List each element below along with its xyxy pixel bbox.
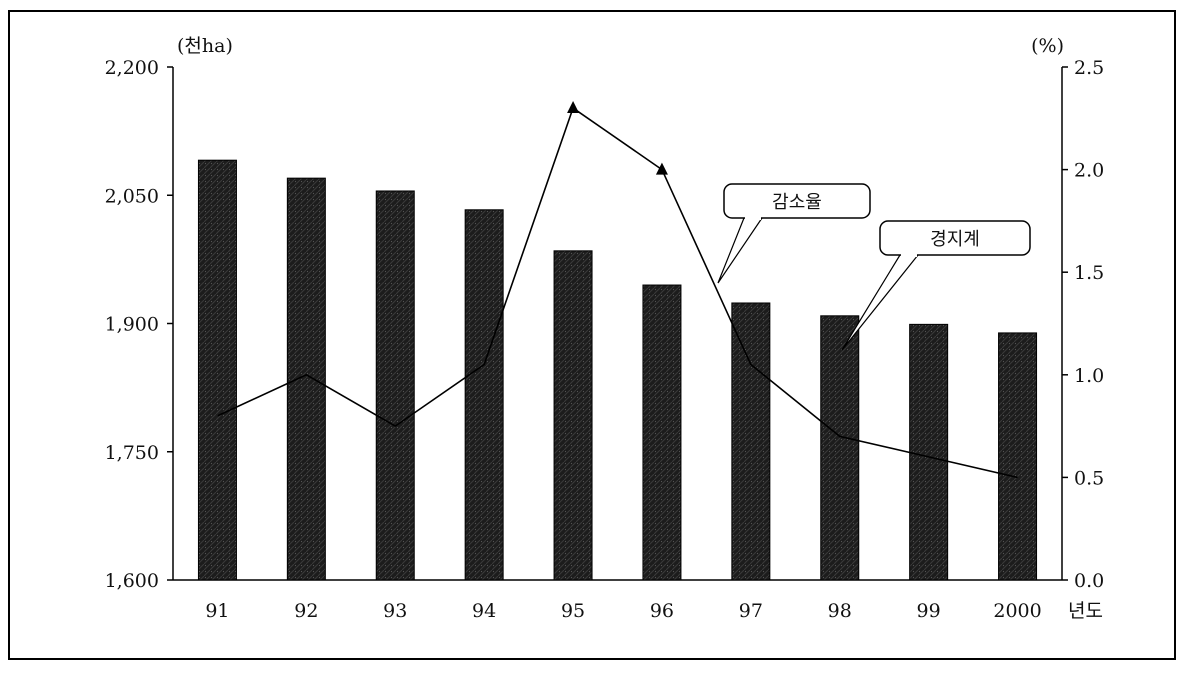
decline-rate-line <box>217 106 1018 479</box>
bar-93 <box>375 190 415 581</box>
x-tick-label: 94 <box>472 600 496 622</box>
right-tick-label: 0.5 <box>1074 467 1104 489</box>
right-tick-label: 1.5 <box>1074 262 1104 284</box>
bar-92 <box>286 177 326 581</box>
bar-98 <box>820 315 860 581</box>
x-ticks-group: 91 92 93 94 95 96 97 98 99 2000 <box>205 600 1041 622</box>
right-axis-unit: (%) <box>1031 35 1064 57</box>
bar-97 <box>731 302 771 581</box>
left-ticks-group: 1,600 1,750 1,900 2,050 2,200 <box>105 57 173 592</box>
left-tick-label: 1,900 <box>105 314 159 336</box>
right-ticks-group: 0.0 0.5 1.0 1.5 2.0 2.5 <box>1062 57 1104 592</box>
right-tick-label: 2.5 <box>1074 57 1104 79</box>
bar-2000 <box>998 332 1038 581</box>
line-marker <box>655 162 668 175</box>
left-axis-unit: (천ha) <box>177 35 233 57</box>
x-tick-label: 91 <box>205 600 229 622</box>
left-tick-label: 2,200 <box>105 57 159 79</box>
callout-box <box>723 183 871 219</box>
left-tick-label: 2,050 <box>105 185 159 207</box>
x-tick-label: 97 <box>739 600 763 622</box>
bar-96 <box>642 284 682 581</box>
callout-pointer <box>841 254 919 351</box>
left-tick-label: 1,600 <box>105 570 159 592</box>
bar-94 <box>464 209 504 581</box>
callout-label: 감소율 <box>772 192 822 213</box>
callout-pointer <box>717 217 763 284</box>
x-tick-label: 95 <box>561 600 585 622</box>
bar-95 <box>553 250 593 581</box>
bars-group <box>197 159 1038 581</box>
left-tick-label: 1,750 <box>105 442 159 464</box>
callout-box <box>879 220 1031 256</box>
callout-label: 경지계 <box>930 229 980 250</box>
line-marker <box>567 101 580 114</box>
x-tick-label: 92 <box>294 600 318 622</box>
bar-99 <box>909 323 949 581</box>
right-tick-label: 0.0 <box>1074 570 1104 592</box>
x-tick-label: 93 <box>383 600 407 622</box>
callout-gap <box>901 253 917 257</box>
right-tick-label: 1.0 <box>1074 365 1104 387</box>
x-tick-label: 2000 <box>993 600 1041 622</box>
callout-gap <box>745 216 761 220</box>
right-tick-label: 2.0 <box>1074 160 1104 182</box>
x-tick-label: 98 <box>828 600 852 622</box>
x-tick-label: 99 <box>917 600 941 622</box>
x-axis-suffix: 년도 <box>1068 600 1103 622</box>
line-series-group <box>217 101 1018 479</box>
bar-91 <box>197 159 237 581</box>
x-tick-label: 96 <box>650 600 674 622</box>
